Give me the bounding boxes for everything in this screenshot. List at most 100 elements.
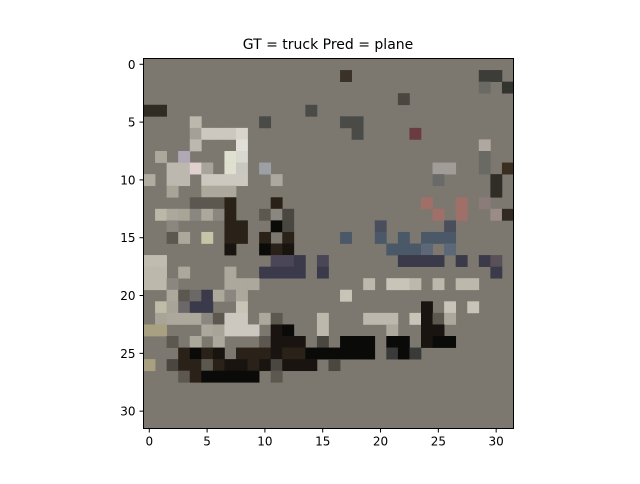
- image-pixel: [432, 324, 445, 337]
- image-pixel: [166, 185, 179, 198]
- image-pixel: [155, 266, 167, 279]
- image-pixel: [259, 312, 272, 325]
- image-pixel: [236, 162, 248, 175]
- image-pixel: [293, 359, 306, 372]
- image-pixel: [490, 70, 503, 82]
- image-pixel: [236, 347, 248, 360]
- image-pixel: [166, 174, 179, 187]
- image-pixel: [189, 370, 202, 383]
- image-pixel: [259, 266, 272, 279]
- image-pixel: [421, 312, 433, 325]
- image-pixel: [478, 151, 491, 163]
- image-pixel: [247, 359, 260, 372]
- image-pixel: [166, 231, 179, 244]
- image-pixel: [224, 289, 237, 302]
- image-pixel: [270, 336, 283, 348]
- image-pixel: [282, 220, 295, 233]
- image-pixel: [247, 347, 260, 360]
- image-pixel: [270, 243, 283, 256]
- image-pixel: [236, 151, 248, 163]
- image-pixel: [236, 324, 248, 337]
- image-pixel: [189, 116, 202, 129]
- image-pixel: [444, 231, 457, 244]
- image-pixel: [236, 127, 248, 140]
- image-pixel: [155, 278, 167, 291]
- image-pixel: [189, 336, 202, 348]
- image-pixel: [166, 220, 179, 233]
- image-pixel: [432, 174, 445, 187]
- image-pixel: [386, 336, 399, 348]
- image-pixel: [224, 220, 237, 233]
- image-pixel: [155, 231, 167, 244]
- image-pixel: [201, 359, 214, 372]
- image-pixel: [236, 139, 248, 152]
- image-pixel: [421, 231, 433, 244]
- image-pixel: [478, 197, 491, 210]
- image-pixel: [270, 266, 283, 279]
- image-pixel: [444, 243, 457, 256]
- x-tick-label: 10: [257, 435, 272, 449]
- chart-title: GT = truck Pred = plane: [243, 37, 414, 53]
- image-pixel: [143, 278, 156, 291]
- image-pixel: [490, 266, 503, 279]
- image-pixel: [293, 255, 306, 267]
- image-pixel: [212, 197, 225, 210]
- image-pixel: [201, 185, 214, 198]
- image-pixels: [143, 58, 514, 429]
- image-pixel: [212, 127, 225, 140]
- image-pixel: [409, 127, 422, 140]
- image-pixel: [201, 208, 214, 221]
- image-pixel: [143, 359, 156, 372]
- image-pixel: [178, 312, 191, 325]
- image-pixel: [270, 208, 283, 221]
- image-pixel: [189, 312, 202, 325]
- image-pixel: [259, 359, 272, 372]
- image-pixel: [236, 289, 248, 302]
- image-pixel: [143, 255, 156, 267]
- image-pixel: [432, 208, 445, 221]
- image-pixel: [201, 127, 214, 140]
- y-tick-label: 0: [128, 58, 136, 72]
- image-pixel: [236, 370, 248, 383]
- image-pixel: [397, 278, 410, 291]
- image-pixel: [201, 289, 214, 302]
- image-pixel: [386, 324, 399, 337]
- image-pixel: [282, 255, 295, 267]
- image-pixel: [397, 347, 410, 360]
- image-pixel: [270, 347, 283, 360]
- image-pixel: [166, 312, 179, 325]
- image-pixel: [201, 231, 214, 244]
- image-pixel: [293, 336, 306, 348]
- image-pixel: [189, 197, 202, 210]
- image-pixel: [432, 231, 445, 244]
- image-pixel: [212, 324, 225, 337]
- image-pixel: [421, 301, 433, 314]
- image-pixel: [224, 174, 237, 187]
- image-pixel: [282, 347, 295, 360]
- image-pixel: [224, 151, 237, 163]
- image-pixel: [432, 255, 445, 267]
- image-pixel: [236, 231, 248, 244]
- image-pixel: [421, 336, 433, 348]
- image-pixel: [189, 301, 202, 314]
- image-pixel: [155, 104, 167, 117]
- image-pixel: [340, 116, 352, 129]
- image-pixel: [374, 312, 387, 325]
- image-pixel: [444, 220, 457, 233]
- image-pixel: [282, 243, 295, 256]
- image-pixel: [328, 359, 341, 372]
- image-pixel: [212, 289, 225, 302]
- image-pixel: [143, 174, 156, 187]
- y-tick-label: 20: [120, 289, 135, 303]
- x-axis: 0 5 10 15 20 25 30: [145, 428, 504, 449]
- x-tick-label: 30: [489, 435, 504, 449]
- image-pixel: [340, 347, 352, 360]
- image-pixel: [201, 174, 214, 187]
- image-pixel: [386, 312, 399, 325]
- image-pixel: [351, 116, 364, 129]
- image-pixel: [155, 151, 167, 163]
- image-pixel: [224, 359, 237, 372]
- image-pixel: [444, 162, 457, 175]
- image-pixel: [189, 289, 202, 302]
- image-pixel: [270, 174, 283, 187]
